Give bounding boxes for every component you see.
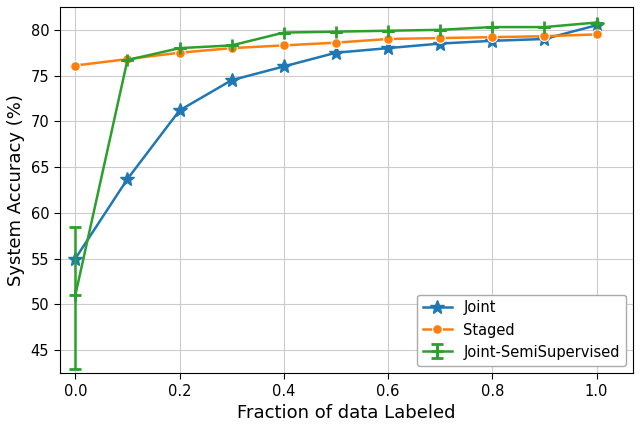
Staged — [228, 45, 236, 51]
Joint — [72, 256, 79, 261]
Staged — [384, 36, 392, 42]
Staged — [488, 35, 496, 40]
Line: Joint: Joint — [68, 18, 604, 266]
Joint — [280, 64, 287, 69]
Joint — [541, 36, 548, 42]
Staged — [332, 40, 340, 45]
Joint — [228, 78, 236, 83]
Staged — [593, 32, 600, 37]
Staged — [124, 57, 131, 62]
Staged — [541, 33, 548, 39]
Joint — [176, 108, 184, 113]
Joint — [332, 50, 340, 55]
Joint — [384, 45, 392, 51]
Staged — [436, 36, 444, 41]
Joint — [436, 41, 444, 46]
Joint — [488, 38, 496, 43]
Y-axis label: System Accuracy (%): System Accuracy (%) — [7, 94, 25, 286]
Joint — [124, 176, 131, 181]
Legend: Joint, Staged, Joint-SemiSupervised: Joint, Staged, Joint-SemiSupervised — [417, 295, 626, 366]
X-axis label: Fraction of data Labeled: Fraction of data Labeled — [237, 404, 456, 422]
Staged — [176, 50, 184, 55]
Joint — [593, 23, 600, 28]
Staged — [280, 43, 287, 48]
Line: Staged: Staged — [70, 30, 602, 70]
Staged — [72, 63, 79, 68]
